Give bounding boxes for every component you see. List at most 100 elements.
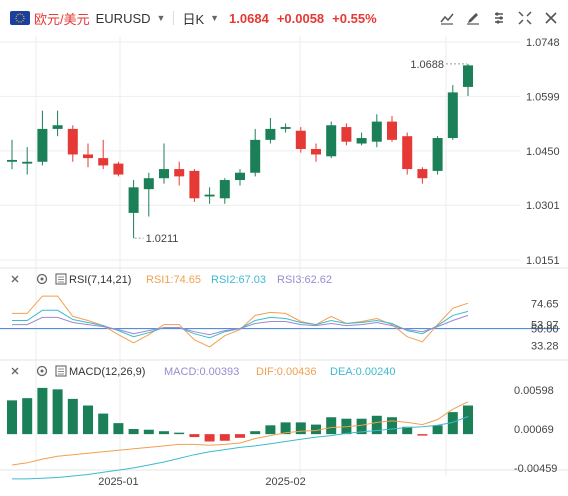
macd-bar [83,405,93,435]
price-tick-label: 1.0599 [526,91,560,103]
macd-bar [113,423,124,435]
rsi2-legend: RSI2:67.03 [211,274,266,286]
rsi-title[interactable]: RSI(7,14,21) [69,274,131,286]
dif-line [11,401,469,466]
candle [447,92,458,139]
macd-bar [7,400,17,435]
macd-legend: MACD:0.00393 [164,366,239,378]
candle [341,127,352,142]
grid [0,36,568,476]
settings-icon[interactable] [490,9,508,27]
macd-bar [463,405,473,435]
chart-canvas[interactable]: 1.0748 1.0599 1.0450 1.0301 1.0151 1.0688 1.02… [0,36,568,496]
macd-bar [387,417,397,435]
macd-bar [371,415,382,435]
rsi-tick-label: 53.97 [531,320,559,332]
macd-menu-icon[interactable] [55,365,67,377]
macd-bar [37,387,48,435]
symbol-dropdown-icon[interactable]: ▼ [156,13,166,23]
candle [113,163,124,175]
last-price: 1.0684 [229,10,269,26]
timeframe-select[interactable]: 日K [182,11,205,27]
macd-bar [265,425,276,435]
candle [326,125,337,157]
macd-bar [204,434,215,442]
macd-bar [174,432,185,435]
price-pane: 1.0748 1.0599 1.0450 1.0301 1.0151 1.0688 1.02… [7,37,560,267]
symbol-toolbar: 欧元/美元 EURUSD ▼ 日K ▼ 1.0684 +0.0058 +0.55… [0,0,568,36]
low-label: 1.0211 [146,233,179,245]
macd-tick-label: 0.00069 [514,424,554,436]
macd-bar [219,434,230,441]
candle [143,178,154,190]
macd-bar [67,398,78,435]
candle [52,125,63,129]
candle [189,170,200,199]
symbol-code[interactable]: EURUSD [95,10,151,26]
macd-bar [356,418,367,435]
rsi-line-3 [12,314,469,336]
high-label: 1.0688 [410,59,444,71]
candle [417,169,428,179]
candle [159,169,169,179]
dea-legend: DEA:0.00240 [330,366,395,378]
macd-bar [159,431,169,435]
indicator-icon[interactable] [438,9,456,27]
macd-bar [295,422,306,435]
price-change: +0.0058 [276,10,325,26]
macd-bar [143,429,154,435]
candle [295,130,306,149]
candle [250,139,261,173]
rsi-tick-label: 50.00 [531,324,559,336]
rsi-collapse-icon[interactable] [11,275,19,283]
close-icon[interactable] [542,9,560,27]
price-change-percent: +0.55% [332,10,377,26]
toolbar-divider [173,11,175,25]
macd-bar [311,424,321,435]
price-tick-label: 1.0151 [526,255,560,267]
price-tick-label: 1.0450 [526,146,560,158]
macd-bar [22,398,33,435]
flag-icon [10,11,30,25]
dea-line [12,416,469,480]
macd-pane: 0.00598 0.00069 -0.00459 [7,385,557,480]
candle [280,127,291,129]
candle [22,161,33,164]
crosshair-icon[interactable] [516,9,534,27]
candle [235,172,245,181]
macd-settings-icon[interactable] [36,365,48,377]
rsi1-legend: RSI1:74.65 [146,274,201,286]
candle [98,158,109,166]
candle [387,121,397,140]
rsi-menu-icon[interactable] [55,273,67,285]
symbol-name[interactable]: 欧元/美元 [34,11,90,27]
macd-bar [128,429,139,435]
macd-bar [250,431,261,435]
candle [432,138,443,171]
macd-tick-label: 0.00598 [514,385,554,397]
macd-bar [52,389,63,435]
timeframe-dropdown-icon[interactable]: ▼ [210,13,220,23]
candle [265,128,276,140]
candle [7,159,17,162]
draw-icon[interactable] [464,9,482,27]
candle [463,65,473,87]
dif-legend: DIF:0.00436 [256,366,317,378]
macd-collapse-icon[interactable] [11,367,19,375]
rsi-tick-label: 74.65 [531,299,559,311]
rsi-settings-icon[interactable] [36,273,48,285]
x-tick-label: 2025-01 [98,476,138,488]
candle [311,148,321,155]
macd-bar [189,434,200,438]
candle [128,187,139,213]
candle [37,128,48,162]
x-tick-label: 2025-02 [265,476,305,488]
rsi-line-1 [12,295,469,348]
macd-title[interactable]: MACD(12,26,9) [69,366,145,378]
macd-bar [417,434,428,436]
macd-bar [326,417,337,435]
pane-headers: RSI(7,14,21) RSI1:74.65 RSI2:67.03 RSI3:… [11,273,395,378]
rsi3-legend: RSI3:62.62 [277,274,332,286]
